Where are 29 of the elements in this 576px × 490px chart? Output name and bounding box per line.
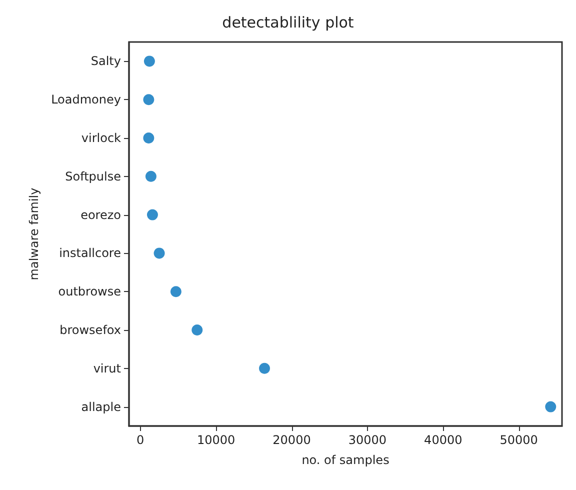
x-tick-label: 30000: [348, 433, 387, 447]
y-tick-label: outbrowse: [58, 284, 121, 299]
y-tick-label: allaple: [81, 400, 121, 414]
point: [143, 94, 154, 106]
point: [259, 362, 270, 374]
x-tick-label: 40000: [424, 433, 462, 447]
y-axis-title: malware family: [27, 188, 42, 280]
chart-title: detectablility plot: [222, 14, 354, 32]
y-tick-label: Softpulse: [65, 169, 121, 184]
point: [144, 56, 155, 67]
y-tick-label: browsefox: [60, 323, 121, 337]
y-tick-label: eorezo: [80, 208, 121, 222]
point: [192, 324, 203, 336]
y-tick-label: Loadmoney: [51, 92, 121, 107]
point: [146, 209, 158, 220]
y-tick-label: virlock: [81, 131, 122, 145]
point: [145, 170, 156, 182]
point: [143, 132, 154, 144]
x-axis-title: no. of samples: [302, 453, 390, 467]
y-tick-label: installcore: [59, 246, 121, 260]
x-tick-label: 50000: [500, 433, 538, 447]
y-tick-label: Salty: [90, 54, 121, 68]
point: [154, 248, 165, 259]
x-tick-label: 20000: [272, 433, 311, 447]
x-tick-label: 10000: [196, 433, 236, 447]
point: [170, 286, 182, 298]
point: [545, 401, 556, 412]
x-tick-label: 0: [136, 433, 144, 447]
y-tick-label: virut: [93, 361, 122, 376]
